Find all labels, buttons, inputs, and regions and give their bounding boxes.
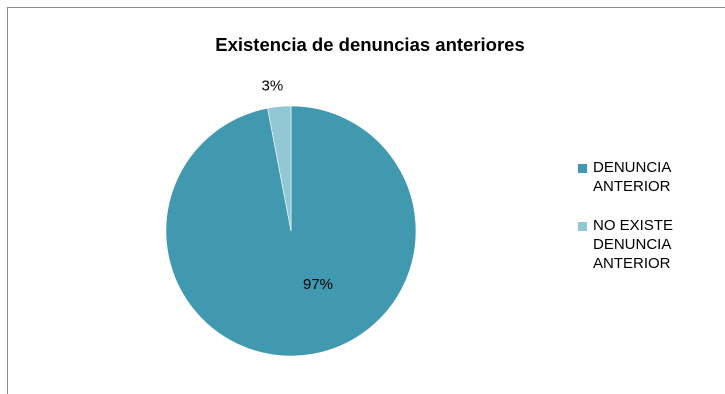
legend-swatch-denuncia-anterior	[578, 164, 587, 173]
legend-item-no-existe-denuncia-anterior: NO EXISTE DENUNCIA ANTERIOR	[578, 216, 718, 273]
chart-title: Existencia de denuncias anteriores	[215, 34, 525, 55]
legend-swatch-no-existe-denuncia-anterior	[578, 222, 587, 231]
legend-item-denuncia-anterior: DENUNCIA ANTERIOR	[578, 158, 718, 196]
legend-label-denuncia-anterior: DENUNCIA ANTERIOR	[593, 159, 671, 195]
legend-label-no-existe-denuncia-anterior: NO EXISTE DENUNCIA ANTERIOR	[593, 217, 674, 272]
pie-slice-no-existe-denuncia-anterior	[267, 105, 292, 232]
data-label-denuncia-anterior: 97%	[303, 276, 333, 293]
data-label-no-existe-denuncia-anterior: 3%	[262, 78, 284, 95]
legend: DENUNCIA ANTERIOR NO EXISTE DENUNCIA ANT…	[578, 158, 718, 293]
